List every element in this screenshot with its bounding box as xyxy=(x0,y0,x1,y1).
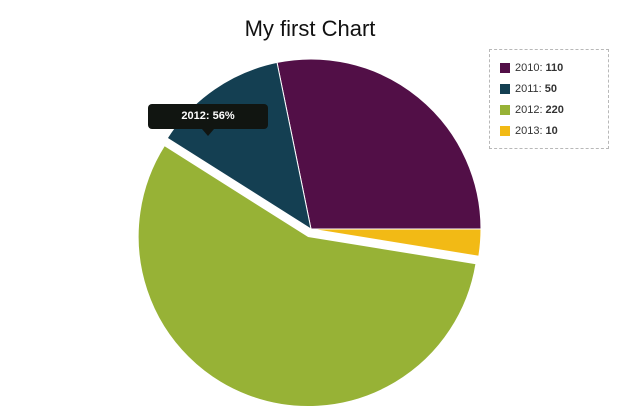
pie-slice-2013[interactable] xyxy=(310,228,482,257)
legend-item-2011[interactable]: 2011: 50 xyxy=(500,81,557,97)
legend-label-2010: 2010: xyxy=(515,62,543,74)
legend-swatch-2010 xyxy=(500,63,510,73)
legend-swatch-2013 xyxy=(500,126,510,136)
legend-value-2013: 10 xyxy=(545,125,558,137)
legend-swatch-2012 xyxy=(500,105,510,115)
legend-swatch-2011 xyxy=(500,84,510,94)
chart-title: My first Chart xyxy=(244,16,376,41)
chart-tooltip: 2012: 56% xyxy=(148,104,268,136)
legend-label-2013: 2013: xyxy=(515,125,543,137)
legend-label-2011: 2011: xyxy=(515,83,542,95)
legend-item-2010[interactable]: 2010: 110 xyxy=(500,60,563,76)
legend-item-2012[interactable]: 2012: 220 xyxy=(500,102,564,118)
pie-slice-2012[interactable] xyxy=(137,144,477,407)
legend-value-2011: 50 xyxy=(544,83,557,95)
legend-label-2012: 2012: xyxy=(515,104,543,116)
legend-item-2013[interactable]: 2013: 10 xyxy=(500,123,558,139)
legend-value-2012: 220 xyxy=(545,104,564,116)
legend-value-2010: 110 xyxy=(545,62,564,74)
chart-legend: 2010: 110 2011: 50 2012: 220 2013: 10 xyxy=(489,49,609,149)
pie-slice-2010[interactable] xyxy=(276,58,482,230)
